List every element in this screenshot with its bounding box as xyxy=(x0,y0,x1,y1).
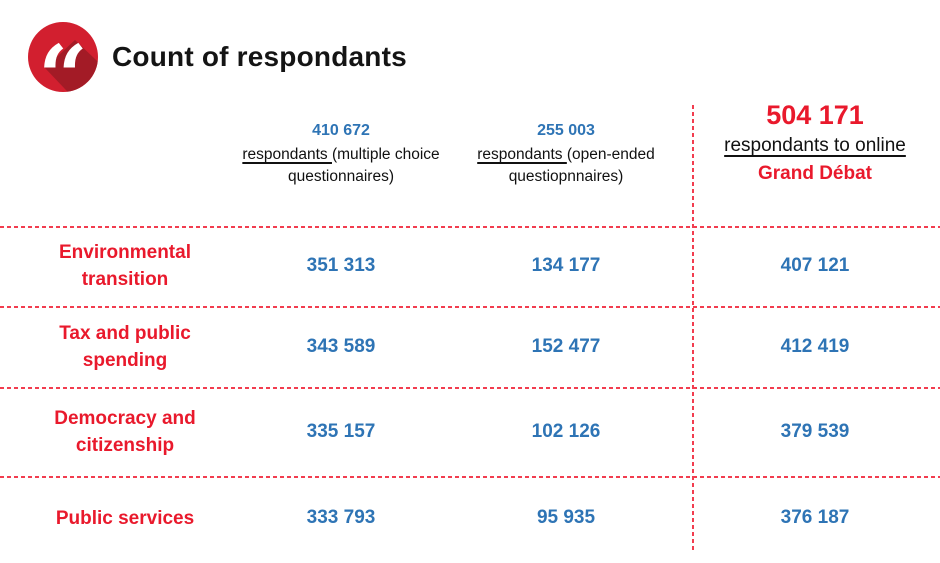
column-header-open-ended: 255 003 respondants (open-ended questiop… xyxy=(466,118,666,188)
header-subtitle-grand-debat: respondants to online xyxy=(724,135,906,156)
row-divider-4 xyxy=(0,476,940,478)
cell-value: 152 477 xyxy=(531,335,601,357)
header-subtitle2-grand-debat: Grand Débat xyxy=(757,163,873,184)
row-label: Democracy and citizenship xyxy=(54,407,196,456)
slide-header: “ Count of respondants xyxy=(28,22,407,92)
cell-value: 333 793 xyxy=(306,507,376,528)
cell-value: 335 157 xyxy=(306,420,376,442)
cell-value: 343 589 xyxy=(306,335,376,357)
cell-value: 407 121 xyxy=(780,255,850,276)
cell-value: 376 187 xyxy=(780,507,850,528)
table-row-environmental-transition: Environmental transition 351 313 134 177… xyxy=(0,226,940,306)
cell-value: 134 177 xyxy=(531,255,601,276)
row-label: Public services xyxy=(55,507,195,529)
header-desc-open-ended: respondants (open-ended questiopnnaires) xyxy=(466,144,666,188)
header-desc-rest: (open-ended questiopnnaires) xyxy=(508,146,655,185)
column-divider xyxy=(692,105,694,552)
table-row-tax-and-public-spending: Tax and public spending 343 589 152 477 … xyxy=(0,306,940,387)
row-divider-1 xyxy=(0,226,940,228)
header-underlined-word: respondants xyxy=(477,146,567,163)
row-label: Tax and public spending xyxy=(59,322,191,371)
row-divider-3 xyxy=(0,387,940,389)
header-count-multiple-choice: 410 672 xyxy=(312,122,370,139)
cell-value: 379 539 xyxy=(780,420,850,442)
cell-value: 351 313 xyxy=(306,255,376,276)
column-header-multiple-choice: 410 672 respondants (multiple choice que… xyxy=(226,118,456,188)
header-count-grand-debat: 504 171 xyxy=(766,100,864,130)
row-divider-2 xyxy=(0,306,940,308)
cell-value: 95 935 xyxy=(536,507,596,528)
table-row-democracy-and-citizenship: Democracy and citizenship 335 157 102 12… xyxy=(0,387,940,476)
header-desc-rest: (multiple choice questionnaires) xyxy=(288,146,440,185)
cell-value: 412 419 xyxy=(780,335,850,357)
header-count-open-ended: 255 003 xyxy=(537,122,595,139)
quote-icon: “ xyxy=(28,22,98,92)
row-label: Environmental transition xyxy=(59,242,191,290)
table-row-public-services: Public services 333 793 95 935 376 187 xyxy=(0,476,940,560)
page-title: Count of respondants xyxy=(112,41,407,72)
header-desc-multiple-choice: respondants (multiple choice questionnai… xyxy=(226,144,456,188)
header-underlined-word: respondants xyxy=(242,146,332,163)
cell-value: 102 126 xyxy=(531,420,601,442)
column-header-grand-debat: 504 171 respondants to online Grand Déba… xyxy=(690,99,940,187)
quote-glyph: “ xyxy=(38,27,87,92)
